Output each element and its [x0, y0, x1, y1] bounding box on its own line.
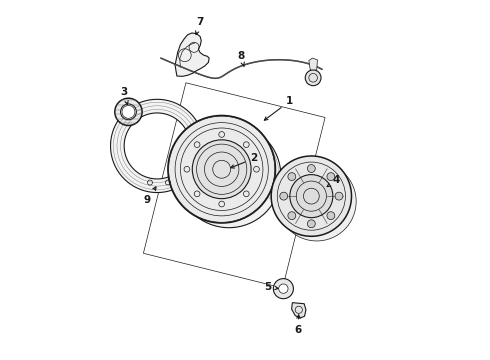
Text: 8: 8 [237, 51, 245, 67]
Text: 2: 2 [231, 153, 258, 168]
Text: 5: 5 [264, 282, 278, 292]
Circle shape [290, 175, 333, 218]
Polygon shape [111, 99, 202, 193]
Circle shape [177, 124, 281, 228]
Text: 6: 6 [294, 315, 302, 334]
Circle shape [115, 98, 142, 126]
Circle shape [335, 192, 343, 200]
Circle shape [307, 220, 315, 228]
Circle shape [271, 156, 351, 236]
Text: 9: 9 [144, 187, 156, 205]
Circle shape [273, 279, 294, 299]
Circle shape [121, 104, 136, 120]
Circle shape [277, 162, 356, 241]
Circle shape [192, 140, 251, 199]
Circle shape [279, 284, 288, 293]
Polygon shape [292, 303, 306, 318]
Text: 3: 3 [121, 87, 128, 104]
Polygon shape [175, 33, 209, 76]
Circle shape [168, 116, 275, 223]
Circle shape [288, 173, 296, 181]
Circle shape [327, 173, 335, 181]
Text: 7: 7 [196, 17, 204, 35]
Text: 1: 1 [264, 96, 294, 120]
Circle shape [288, 212, 296, 220]
Polygon shape [309, 58, 318, 70]
Circle shape [307, 165, 315, 172]
Circle shape [305, 70, 321, 86]
Circle shape [327, 212, 335, 220]
Text: 4: 4 [327, 175, 340, 187]
Circle shape [280, 192, 288, 200]
